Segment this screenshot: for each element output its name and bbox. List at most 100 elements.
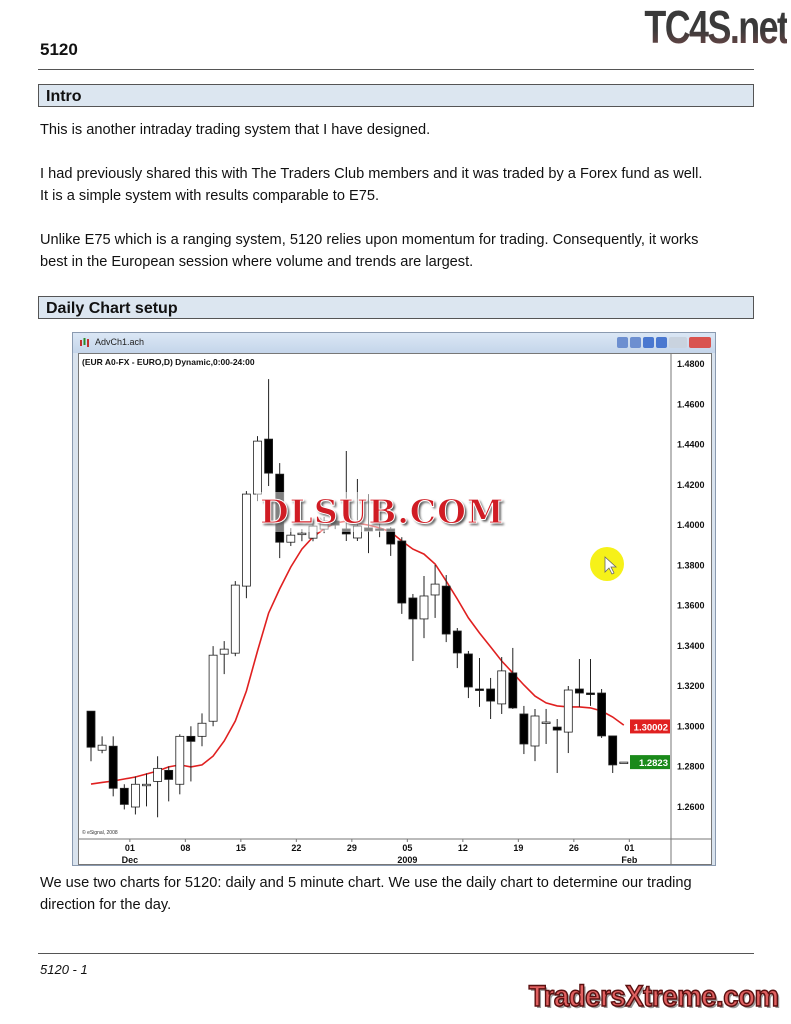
candle bbox=[164, 766, 174, 802]
candle bbox=[264, 379, 274, 487]
chart-window: AdvCh1.ach (EUR A0-FX - EURO,D) Dynamic,… bbox=[72, 332, 716, 866]
candle-body bbox=[563, 689, 573, 733]
candle bbox=[430, 564, 440, 618]
candle bbox=[619, 761, 629, 765]
x-tick-label: 29 bbox=[347, 843, 357, 853]
x-tick-label: 12 bbox=[458, 843, 468, 853]
footer-divider bbox=[38, 953, 754, 954]
candle-body bbox=[241, 493, 251, 587]
candle-body bbox=[541, 721, 551, 724]
candle bbox=[552, 719, 562, 773]
window-title-bar[interactable]: AdvCh1.ach bbox=[73, 333, 715, 353]
dlsub-watermark: DLSUB.COM bbox=[256, 492, 509, 532]
paragraph: I had previously shared this with The Tr… bbox=[40, 166, 703, 182]
candle bbox=[597, 689, 606, 738]
candle bbox=[131, 776, 140, 815]
page-title: 5120 bbox=[40, 40, 78, 59]
last-price-label: 1.2823 bbox=[639, 758, 668, 769]
candle bbox=[142, 773, 151, 807]
last-price-label-bg bbox=[630, 755, 670, 770]
candle-body bbox=[253, 440, 262, 495]
x-tick-label: 19 bbox=[513, 843, 523, 853]
candle-body bbox=[153, 767, 162, 782]
x-tick-label: 08 bbox=[180, 843, 190, 853]
candle bbox=[586, 659, 595, 706]
candle-body bbox=[97, 744, 107, 751]
candle-body bbox=[208, 654, 218, 722]
candle-body bbox=[397, 540, 407, 604]
candle bbox=[419, 576, 429, 639]
candle bbox=[497, 656, 507, 714]
candle-body bbox=[219, 648, 229, 655]
candlestick-chart: 1.4800 1.4600 1.4400 1.4200 1.4000 1.3800 1.36… bbox=[79, 354, 711, 864]
candle bbox=[230, 581, 240, 657]
candle bbox=[574, 659, 584, 707]
candle-body bbox=[486, 688, 496, 702]
paragraph: best in the European session where volum… bbox=[40, 254, 474, 270]
window-restore-icon[interactable] bbox=[656, 337, 667, 348]
y-tick-label: 1.3400 bbox=[677, 641, 705, 651]
candle bbox=[608, 735, 618, 773]
mouse-cursor-icon bbox=[604, 556, 618, 575]
candle-body bbox=[452, 630, 462, 654]
x-sub-label: Feb bbox=[621, 855, 638, 864]
chart-app-icon bbox=[80, 338, 89, 347]
x-tick-label: 01 bbox=[624, 843, 634, 853]
candle bbox=[408, 593, 418, 662]
x-sub-label: 2009 bbox=[397, 855, 417, 864]
candle-body bbox=[108, 745, 118, 789]
y-tick-label: 1.4000 bbox=[677, 520, 705, 530]
candle-body bbox=[230, 584, 240, 654]
candle bbox=[519, 705, 529, 755]
y-tick-label: 1.4400 bbox=[677, 440, 705, 450]
candle bbox=[563, 685, 573, 754]
page-number: 5120 - 1 bbox=[40, 962, 88, 977]
x-tick-label: 01 bbox=[125, 843, 135, 853]
candle-body bbox=[131, 783, 140, 808]
moving-average-line bbox=[90, 520, 625, 785]
paragraph: direction for the day. bbox=[40, 897, 172, 913]
candle bbox=[530, 708, 540, 762]
candle-body bbox=[186, 735, 196, 742]
candle bbox=[186, 726, 196, 782]
candle bbox=[475, 658, 484, 707]
candle-body bbox=[119, 787, 129, 805]
y-tick-label: 1.3200 bbox=[677, 681, 705, 691]
candle bbox=[208, 646, 218, 727]
candle bbox=[175, 734, 185, 795]
candle-body bbox=[419, 595, 429, 620]
candle-body bbox=[530, 715, 540, 747]
x-tick-label: 15 bbox=[236, 843, 246, 853]
candle-body bbox=[552, 726, 562, 731]
x-sub-label: Dec bbox=[122, 855, 139, 864]
candle-body bbox=[430, 583, 440, 596]
minimize-button[interactable] bbox=[669, 337, 687, 348]
candle bbox=[197, 713, 207, 747]
toolbar-icon[interactable] bbox=[630, 337, 641, 348]
candle-body bbox=[197, 722, 207, 737]
candle bbox=[241, 491, 251, 599]
symbol-label: (EUR A0-FX - EURO,D) Dynamic,0:00-24:00 bbox=[82, 357, 255, 367]
chart-area[interactable]: (EUR A0-FX - EURO,D) Dynamic,0:00-24:00 … bbox=[78, 353, 712, 865]
toolbar-icon[interactable] bbox=[617, 337, 628, 348]
candle-body bbox=[508, 672, 518, 709]
y-tick-label: 1.2600 bbox=[677, 802, 705, 812]
candle-body bbox=[597, 692, 606, 737]
close-button[interactable] bbox=[689, 337, 711, 348]
header-divider bbox=[38, 69, 754, 70]
candle bbox=[119, 784, 129, 810]
candle-body bbox=[408, 597, 418, 620]
candle-body bbox=[175, 735, 185, 785]
paragraph: Unlike E75 which is a ranging system, 51… bbox=[40, 232, 699, 248]
candle bbox=[153, 756, 162, 818]
x-tick-label: 26 bbox=[569, 843, 579, 853]
window-title: AdvCh1.ach bbox=[95, 337, 145, 347]
candle-body bbox=[463, 653, 473, 688]
candle bbox=[508, 647, 518, 709]
candle-body bbox=[86, 710, 96, 748]
copyright-text: © eSignal, 2008 bbox=[82, 829, 118, 836]
candle-body bbox=[619, 761, 629, 765]
window-tile-icon[interactable] bbox=[643, 337, 654, 348]
tradersxtreme-logo: TradersXtreme.com bbox=[528, 979, 780, 1014]
y-tick-label: 1.3800 bbox=[677, 560, 705, 570]
